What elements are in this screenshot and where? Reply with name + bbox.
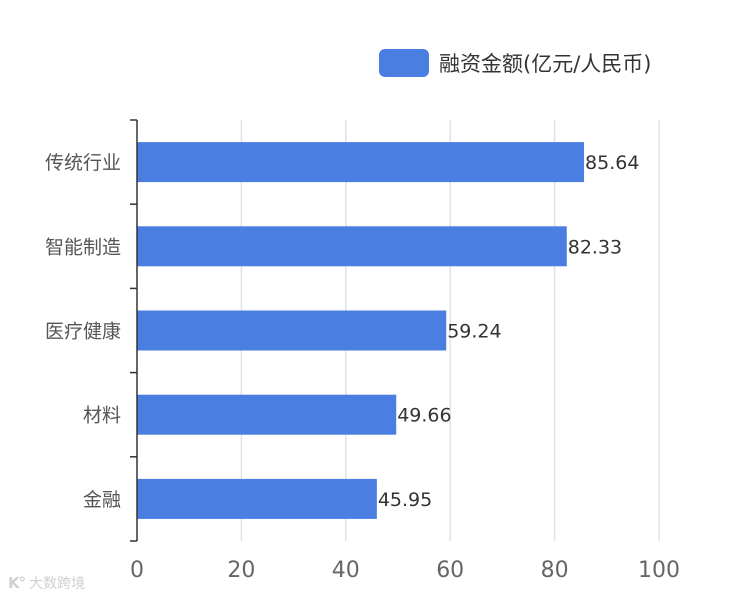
x-tick-label: 60	[436, 558, 464, 583]
data-label: 49.66	[397, 405, 451, 427]
bar	[137, 478, 377, 519]
bar	[137, 394, 397, 435]
x-tick-label: 0	[130, 558, 144, 583]
watermark-text: 大数跨境	[29, 576, 86, 592]
legend-label: 融资金额(亿元/人民币)	[439, 52, 652, 76]
data-labels: 85.64 82.33 59.24 49.66 45.95	[378, 152, 640, 511]
bars	[137, 142, 585, 519]
data-label: 45.95	[378, 489, 432, 511]
legend[interactable]: 融资金额(亿元/人民币)	[379, 48, 651, 78]
category-label: 金融	[83, 489, 121, 511]
category-label: 材料	[83, 405, 121, 427]
axes	[130, 119, 138, 542]
x-tick-label: 80	[541, 558, 569, 583]
x-tick-label: 100	[638, 558, 680, 583]
legend-swatch	[379, 49, 429, 77]
data-label: 82.33	[568, 236, 622, 258]
category-label: 传统行业	[45, 152, 121, 174]
x-tick-label: 40	[332, 558, 360, 583]
x-tick-labels: 0 20 40 60 80 100	[130, 558, 680, 583]
category-label: 智能制造	[45, 236, 121, 258]
data-label: 59.24	[447, 321, 501, 343]
watermark: K° 大数跨境	[8, 573, 85, 593]
watermark-logo-icon: K°	[8, 574, 26, 592]
grid-lines	[240, 120, 660, 541]
bar	[137, 226, 567, 267]
category-label: 医疗健康	[45, 321, 121, 343]
bar	[137, 142, 585, 183]
data-label: 85.64	[585, 152, 639, 174]
bar	[137, 310, 447, 351]
x-tick-label: 20	[227, 558, 255, 583]
